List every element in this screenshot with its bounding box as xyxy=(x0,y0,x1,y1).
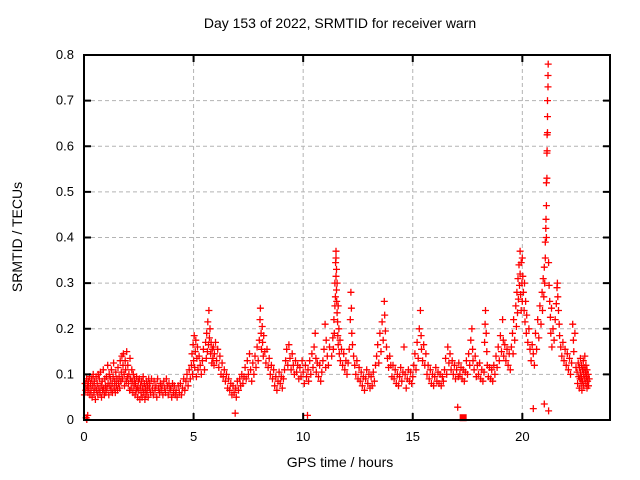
square-marker xyxy=(459,414,467,422)
y-tick-label: 0.3 xyxy=(56,275,74,290)
y-tick-label: 0 xyxy=(67,412,74,427)
y-tick-label: 0.5 xyxy=(56,184,74,199)
x-tick-label: 5 xyxy=(190,429,197,444)
x-tick-labels: 0 5 10 15 20 xyxy=(80,429,529,444)
x-tick-label: 0 xyxy=(80,429,87,444)
y-tick-label: 0.6 xyxy=(56,138,74,153)
y-tick-labels: 0 0.1 0.2 0.3 0.4 0.5 0.6 0.7 0.8 xyxy=(56,47,74,427)
scatter-points xyxy=(80,60,593,423)
y-tick-label: 0.1 xyxy=(56,366,74,381)
y-tick-label: 0.8 xyxy=(56,47,74,62)
chart-title: Day 153 of 2022, SRMTID for receiver war… xyxy=(204,15,476,31)
x-axis-label: GPS time / hours xyxy=(287,454,394,470)
y-tick-label: 0.4 xyxy=(56,230,74,245)
y-tick-label: 0.7 xyxy=(56,93,74,108)
y-tick-label: 0.2 xyxy=(56,321,74,336)
x-tick-label: 15 xyxy=(406,429,420,444)
axis-ticks xyxy=(83,54,610,421)
x-tick-label: 10 xyxy=(296,429,310,444)
y-axis-label: SRMTID / TECUs xyxy=(9,182,25,292)
x-tick-label: 20 xyxy=(515,429,529,444)
